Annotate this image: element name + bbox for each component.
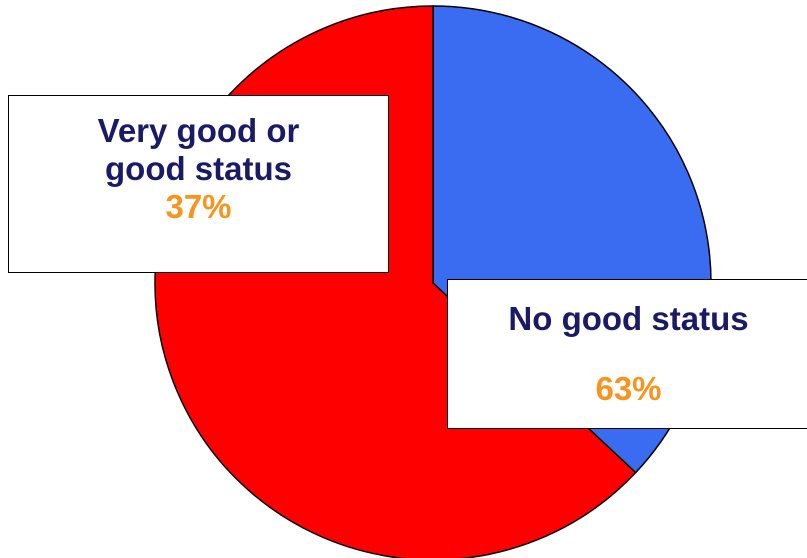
slice-percent-very-good-or-good-status: 37% [165,188,232,225]
slice-percent-no-good-status: 63% [595,370,662,407]
label-box-no-good-status: No good status 63% [447,279,807,429]
label-box-very-good-or-good-status: Very good or good status 37% [8,95,389,273]
slice-label-no-good-status: No good status [508,300,749,337]
slice-label-very-good-or-good-status: Very good or good status [97,112,300,187]
cropped-text-fragment [795,90,807,128]
